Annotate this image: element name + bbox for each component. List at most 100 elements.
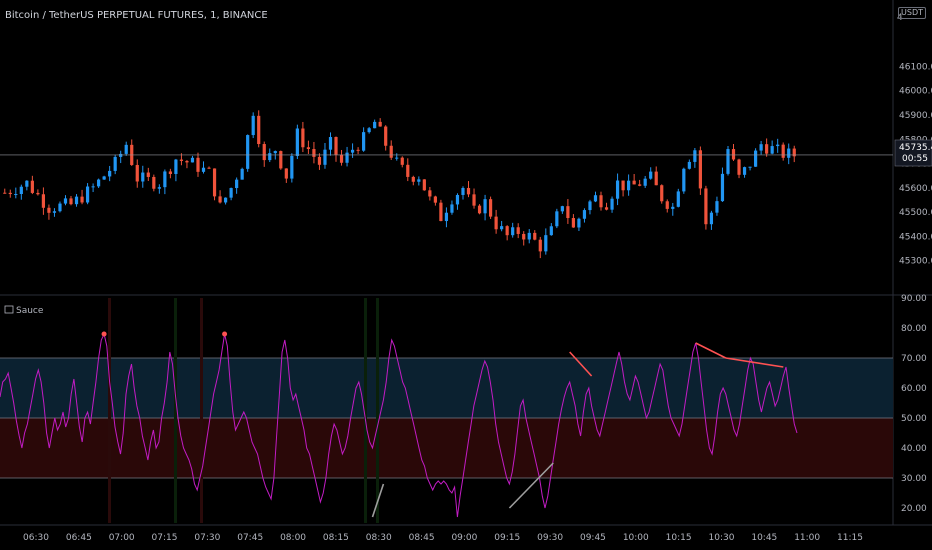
candle-body	[604, 207, 609, 210]
candle-body	[516, 227, 520, 234]
candle-body	[373, 121, 377, 129]
indicator-icon	[4, 305, 14, 314]
candle-body	[102, 176, 106, 180]
candle-body	[527, 232, 531, 240]
candle-body	[483, 199, 487, 214]
candle-body	[19, 186, 23, 194]
candle-body	[643, 178, 647, 186]
candle-body	[472, 194, 476, 206]
overbought-dot-0	[101, 331, 107, 337]
candle-body	[687, 161, 691, 169]
time-tick-label: 10:15	[666, 533, 692, 543]
candle-body	[770, 146, 774, 154]
candle-body	[157, 187, 161, 189]
candle-body	[362, 132, 366, 151]
candle-body	[235, 179, 239, 189]
candle-body	[124, 144, 128, 154]
candle-body	[792, 148, 796, 157]
candle-body	[91, 186, 95, 188]
candle-body	[52, 211, 57, 213]
candle-body	[466, 187, 471, 195]
candle-body	[753, 150, 758, 167]
candle-body	[212, 168, 217, 197]
candle-body	[163, 171, 167, 188]
candle-body	[660, 185, 664, 202]
candle-body	[108, 170, 112, 177]
candle-body	[720, 173, 725, 202]
candle-body	[240, 168, 244, 180]
candle-body	[428, 190, 432, 197]
candle-body	[290, 155, 294, 179]
candle-body	[223, 197, 228, 203]
candle-body	[273, 151, 277, 154]
candle-body	[781, 144, 785, 158]
time-tick-label: 09:45	[580, 533, 606, 543]
time-tick-label: 08:00	[280, 533, 306, 543]
candle-body	[152, 176, 156, 189]
candle-body	[47, 207, 51, 213]
osc-tick-label: 60.00	[901, 384, 927, 394]
price-tick-label: 45600.00	[899, 184, 932, 194]
time-tick-label: 10:00	[623, 533, 649, 543]
lower-zone	[0, 418, 893, 478]
candle-body	[422, 179, 426, 191]
price-tick-label: 45400.00	[899, 232, 932, 242]
candle-body	[395, 157, 399, 159]
candle-body	[522, 233, 526, 240]
candle-body	[174, 159, 178, 174]
signal-bar-2	[200, 298, 203, 523]
candle-body	[119, 153, 123, 157]
candle-body	[461, 187, 465, 195]
time-tick-label: 09:00	[451, 533, 477, 543]
candle-body	[682, 168, 686, 192]
candle-body	[168, 171, 172, 174]
candle-body	[731, 149, 736, 160]
candle-body	[328, 137, 333, 150]
candle-body	[588, 201, 592, 211]
price-tick-label: 45900.00	[899, 111, 932, 121]
countdown: 00:55	[902, 154, 928, 164]
candle-body	[8, 192, 12, 195]
candle-body	[671, 206, 675, 209]
candle-body	[301, 128, 305, 148]
candle-body	[113, 156, 117, 171]
candle-body	[201, 167, 206, 172]
candle-body	[566, 206, 570, 219]
candle-body	[627, 180, 631, 191]
osc-tick-label: 80.00	[901, 324, 927, 334]
candle-body	[229, 188, 233, 198]
candle-body	[737, 159, 741, 175]
candle-body	[74, 196, 79, 205]
candle-body	[632, 180, 636, 185]
candle-body	[715, 201, 719, 213]
candle-body	[85, 186, 90, 203]
candle-body	[748, 166, 752, 168]
last-price-box	[894, 139, 932, 167]
currency-unit-badge[interactable]: USDT	[898, 7, 926, 19]
candle-body	[345, 152, 349, 163]
candle-body	[571, 218, 576, 228]
candle-body	[350, 149, 355, 153]
chart-title: Bitcoin / TetherUS PERPETUAL FUTURES, 1,…	[5, 10, 268, 21]
osc-tick-label: 20.00	[901, 504, 927, 514]
candle-body	[638, 184, 642, 186]
candle-body	[317, 156, 322, 165]
price-tick-label: 46000.00	[899, 87, 932, 97]
candle-body	[698, 150, 702, 189]
candle-body	[80, 196, 84, 203]
candle-body	[776, 144, 780, 147]
indicator-legend[interactable]: Sauce	[4, 305, 44, 316]
time-tick-label: 10:30	[709, 533, 735, 543]
candle-body	[488, 199, 493, 217]
time-tick-label: 09:30	[537, 533, 563, 543]
candle-body	[411, 176, 415, 182]
signal-bar-1	[174, 298, 177, 523]
candle-body	[654, 171, 658, 186]
sauce-series-line	[0, 332, 798, 518]
candle-body	[621, 180, 625, 191]
candle-body	[268, 153, 272, 161]
upper-zone	[0, 358, 893, 418]
candle-body	[560, 206, 564, 212]
candle-body	[41, 194, 46, 208]
candle-body	[185, 160, 189, 163]
